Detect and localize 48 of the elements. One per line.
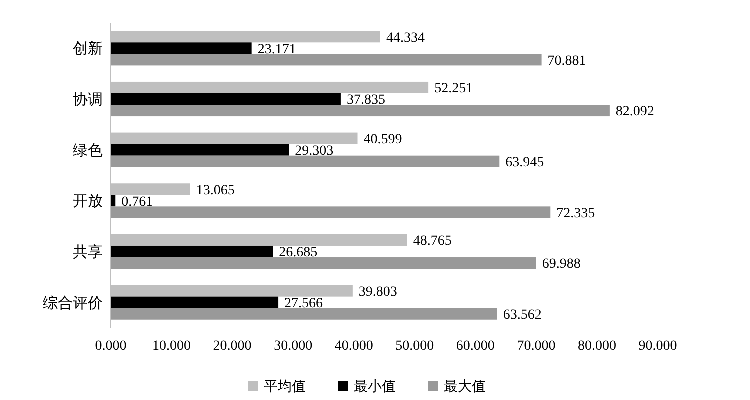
data-label: 29.303 <box>295 144 334 159</box>
data-label: 63.945 <box>506 156 544 171</box>
bar <box>111 258 536 270</box>
y-tick-label: 协调 <box>73 92 103 108</box>
x-tick-label: 50.000 <box>396 339 434 354</box>
x-tick-label: 10.000 <box>152 339 192 354</box>
y-tick-label: 创新 <box>73 40 103 58</box>
data-label: 63.562 <box>503 308 542 324</box>
bar <box>111 144 290 156</box>
data-label: 26.685 <box>279 246 318 261</box>
bar <box>111 93 341 106</box>
x-tick-label: 90.000 <box>638 339 678 354</box>
y-tick-label: 绿色 <box>73 142 103 160</box>
bar <box>111 105 610 117</box>
x-tick-label: 70.000 <box>517 339 556 354</box>
y-tick-label: 开放 <box>73 194 103 210</box>
x-tick-label: 80.000 <box>578 339 616 354</box>
data-label: 72.335 <box>556 206 596 222</box>
data-label: 27.566 <box>284 296 324 312</box>
x-tick-label: 30.000 <box>274 339 313 354</box>
bar <box>111 156 500 168</box>
y-tick-label: 共享 <box>73 244 103 261</box>
bar <box>111 246 274 258</box>
bar <box>111 308 498 320</box>
legend-label: 最小值 <box>354 378 396 395</box>
bar <box>111 206 551 218</box>
bar <box>111 42 252 54</box>
data-label: 37.835 <box>346 93 386 108</box>
x-tick-label: 20.000 <box>213 339 252 354</box>
bar <box>111 54 542 66</box>
data-label: 0.761 <box>122 194 154 210</box>
bar <box>111 296 279 308</box>
data-label: 23.171 <box>258 42 296 58</box>
legend-label: 平均值 <box>264 378 306 395</box>
legend-label: 最大值 <box>444 378 486 395</box>
data-label: 69.988 <box>542 257 581 272</box>
x-tick-label: 60.000 <box>456 339 495 354</box>
data-label: 39.803 <box>358 284 398 300</box>
data-label: 52.251 <box>434 82 474 97</box>
x-tick-label: 0.000 <box>95 339 127 354</box>
data-label: 13.065 <box>196 183 235 198</box>
data-label: 70.881 <box>548 54 586 69</box>
data-label: 82.092 <box>616 104 654 120</box>
data-label: 44.334 <box>386 30 425 46</box>
x-tick-label: 40.000 <box>334 339 374 354</box>
data-label: 40.599 <box>364 132 402 148</box>
y-tick-label: 综合评价 <box>43 294 103 312</box>
data-label: 48.765 <box>413 234 452 250</box>
